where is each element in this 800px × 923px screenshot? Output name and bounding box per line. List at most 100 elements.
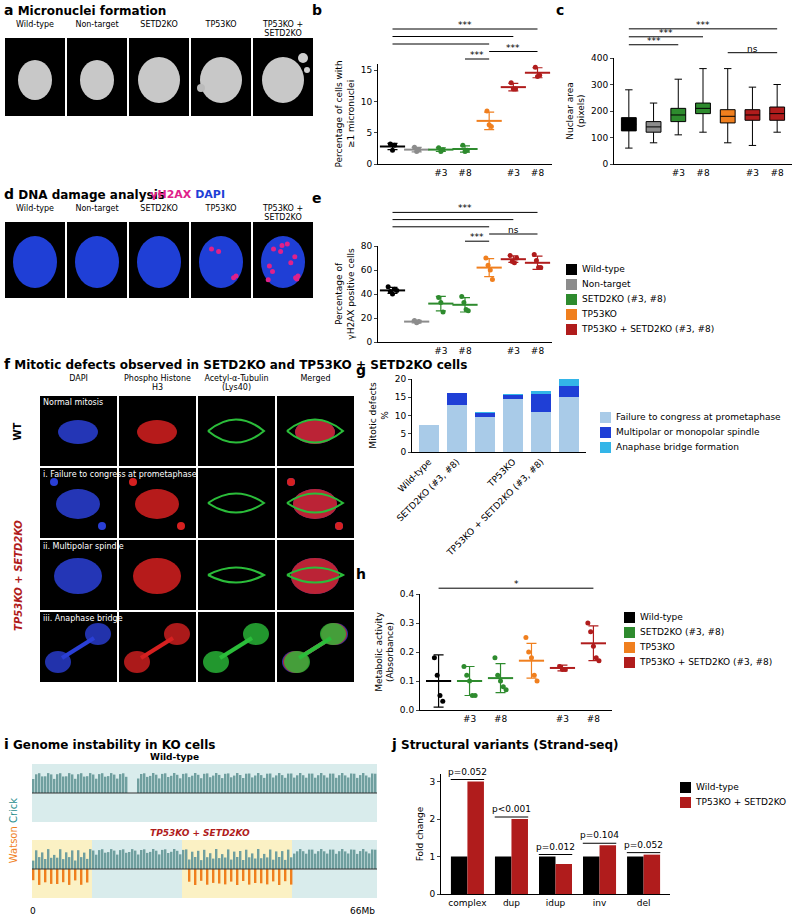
svg-text:80: 80 xyxy=(361,241,373,251)
html-text:66Mb: 66Mb xyxy=(350,906,375,916)
svg-text:***: *** xyxy=(647,36,661,46)
svg-text:#8: #8 xyxy=(587,714,601,724)
svg-text:#3: #3 xyxy=(463,714,476,724)
svg-text:p=0.052: p=0.052 xyxy=(448,767,487,777)
svg-text:20: 20 xyxy=(395,374,407,384)
svg-text:100: 100 xyxy=(591,133,608,143)
svg-text:0.1: 0.1 xyxy=(400,676,414,686)
svg-text:#3: #3 xyxy=(507,168,520,178)
svg-text:Wild-type: Wild-type xyxy=(396,457,434,495)
svg-text:400: 400 xyxy=(591,53,608,63)
html-text:γH2AX DAPI: γH2AX DAPI xyxy=(150,188,225,201)
svg-text:10: 10 xyxy=(395,411,407,421)
html-text:j Structural variants (Strand-: j Structural variants (Strand-seq) xyxy=(392,736,619,752)
svg-text:Percentage ofγH2AX positive ce: Percentage ofγH2AX positive cells xyxy=(334,248,356,340)
html-text:f Mitotic defects observed in: f Mitotic defects observed in SETD2KO an… xyxy=(4,356,468,372)
svg-text:300: 300 xyxy=(591,80,608,90)
svg-text:***: *** xyxy=(470,50,484,60)
svg-text:#8: #8 xyxy=(494,714,508,724)
html-text:SETD2KO (#3, #8): SETD2KO (#3, #8) xyxy=(582,294,667,304)
svg-text:p=0.104: p=0.104 xyxy=(580,830,619,840)
svg-text:ns: ns xyxy=(508,225,519,235)
svg-text:SETD2KO (#3, #8): SETD2KO (#3, #8) xyxy=(395,457,462,524)
svg-text:#8: #8 xyxy=(458,168,472,178)
svg-text:#8: #8 xyxy=(771,168,785,178)
html-text:h: h xyxy=(356,566,366,582)
html-text:a Micronuclei formation: a Micronuclei formation xyxy=(4,2,167,18)
svg-text:#3: #3 xyxy=(507,346,520,356)
svg-text:15: 15 xyxy=(361,65,372,75)
svg-text:0.0: 0.0 xyxy=(400,705,415,715)
html-text:TP53KO + SETD2KO: TP53KO + SETD2KO xyxy=(262,204,304,222)
svg-text:0.2: 0.2 xyxy=(400,647,414,657)
svg-text:***: *** xyxy=(506,43,520,53)
svg-text:0.3: 0.3 xyxy=(400,618,414,628)
svg-text:20: 20 xyxy=(361,313,373,323)
html-text:e: e xyxy=(312,190,322,206)
svg-text:#8: #8 xyxy=(458,346,472,356)
svg-text:***: *** xyxy=(696,20,710,30)
svg-text:0: 0 xyxy=(400,447,406,457)
html-text:Wild-type: Wild-type xyxy=(150,752,199,762)
svg-text:0.4: 0.4 xyxy=(400,589,415,599)
html-text:i Genome instability in KO cel: i Genome instability in KO cells xyxy=(4,736,216,752)
svg-text:#8: #8 xyxy=(531,168,545,178)
svg-text:TP53KO + SETD2KO (#3, #8): TP53KO + SETD2KO (#3, #8) xyxy=(444,457,545,558)
html-text:Wild-type: Wild-type xyxy=(582,264,625,274)
svg-text:15: 15 xyxy=(395,392,406,402)
svg-text:***: *** xyxy=(458,203,472,213)
svg-text:#3: #3 xyxy=(556,714,569,724)
svg-text:#3: #3 xyxy=(434,168,447,178)
svg-text:Mitotic defects%: Mitotic defects% xyxy=(368,382,390,449)
html-text:TP53KO + SETD2KO: TP53KO + SETD2KO xyxy=(262,20,304,38)
svg-text:Fold change: Fold change xyxy=(415,806,425,861)
svg-text:p=0.012: p=0.012 xyxy=(536,842,575,852)
svg-text:200: 200 xyxy=(591,106,608,116)
html-text:Non-target: Non-target xyxy=(582,279,631,289)
svg-text:Nuclear area(pixels): Nuclear area(pixels) xyxy=(565,82,587,140)
html-text:TP53KO + SETD2KO: TP53KO + SETD2KO xyxy=(150,828,250,838)
html-text:Crick: Crick xyxy=(8,797,20,823)
svg-text:5: 5 xyxy=(366,128,372,138)
svg-text:0: 0 xyxy=(429,889,435,899)
svg-text:5: 5 xyxy=(400,429,406,439)
svg-text:ns: ns xyxy=(747,44,758,54)
svg-text:#3: #3 xyxy=(434,346,447,356)
svg-text:0: 0 xyxy=(366,337,372,347)
svg-text:#8: #8 xyxy=(696,168,710,178)
svg-text:60: 60 xyxy=(361,265,373,275)
svg-text:2: 2 xyxy=(429,814,435,824)
svg-text:#8: #8 xyxy=(531,346,545,356)
svg-text:1: 1 xyxy=(429,852,435,862)
svg-text:***: *** xyxy=(659,28,673,38)
svg-text:Percentage of cells with≥1 mic: Percentage of cells with≥1 micronuclei xyxy=(334,60,356,167)
svg-text:idup: idup xyxy=(546,898,566,908)
svg-text:p=0.052: p=0.052 xyxy=(624,840,663,850)
html-text:TP53KO + SETD2KO: TP53KO + SETD2KO xyxy=(12,519,24,631)
svg-text:#3: #3 xyxy=(672,168,685,178)
svg-text:0: 0 xyxy=(602,159,608,169)
svg-text:***: *** xyxy=(470,232,484,242)
svg-text:Metabolic activity(Absorbance): Metabolic activity(Absorbance) xyxy=(374,612,396,692)
html-text:WT: WT xyxy=(12,422,24,440)
svg-text:inv: inv xyxy=(593,898,607,908)
html-text:d DNA damage analysis: d DNA damage analysis xyxy=(4,186,165,202)
svg-text:***: *** xyxy=(458,20,472,30)
html-text:g: g xyxy=(356,362,366,378)
svg-text:*: * xyxy=(514,579,519,589)
svg-text:10: 10 xyxy=(361,97,373,107)
svg-text:TP53KO: TP53KO xyxy=(485,457,517,489)
svg-text:40: 40 xyxy=(361,289,373,299)
svg-text:dup: dup xyxy=(503,898,520,908)
html-text:b: b xyxy=(312,2,322,18)
svg-text:0: 0 xyxy=(366,159,372,169)
svg-text:complex: complex xyxy=(448,898,487,908)
svg-text:#3: #3 xyxy=(746,168,759,178)
svg-text:p<0.001: p<0.001 xyxy=(492,804,531,814)
svg-text:3: 3 xyxy=(429,777,435,787)
html-text:TP53KO: TP53KO xyxy=(582,309,617,319)
html-text:Acetyl-α-Tubulin (Lys40): Acetyl-α-Tubulin (Lys40) xyxy=(204,374,269,392)
svg-text:del: del xyxy=(637,898,651,908)
html-text:Watson: Watson xyxy=(8,822,20,863)
html-text:Phospho Histone H3: Phospho Histone H3 xyxy=(124,374,191,392)
